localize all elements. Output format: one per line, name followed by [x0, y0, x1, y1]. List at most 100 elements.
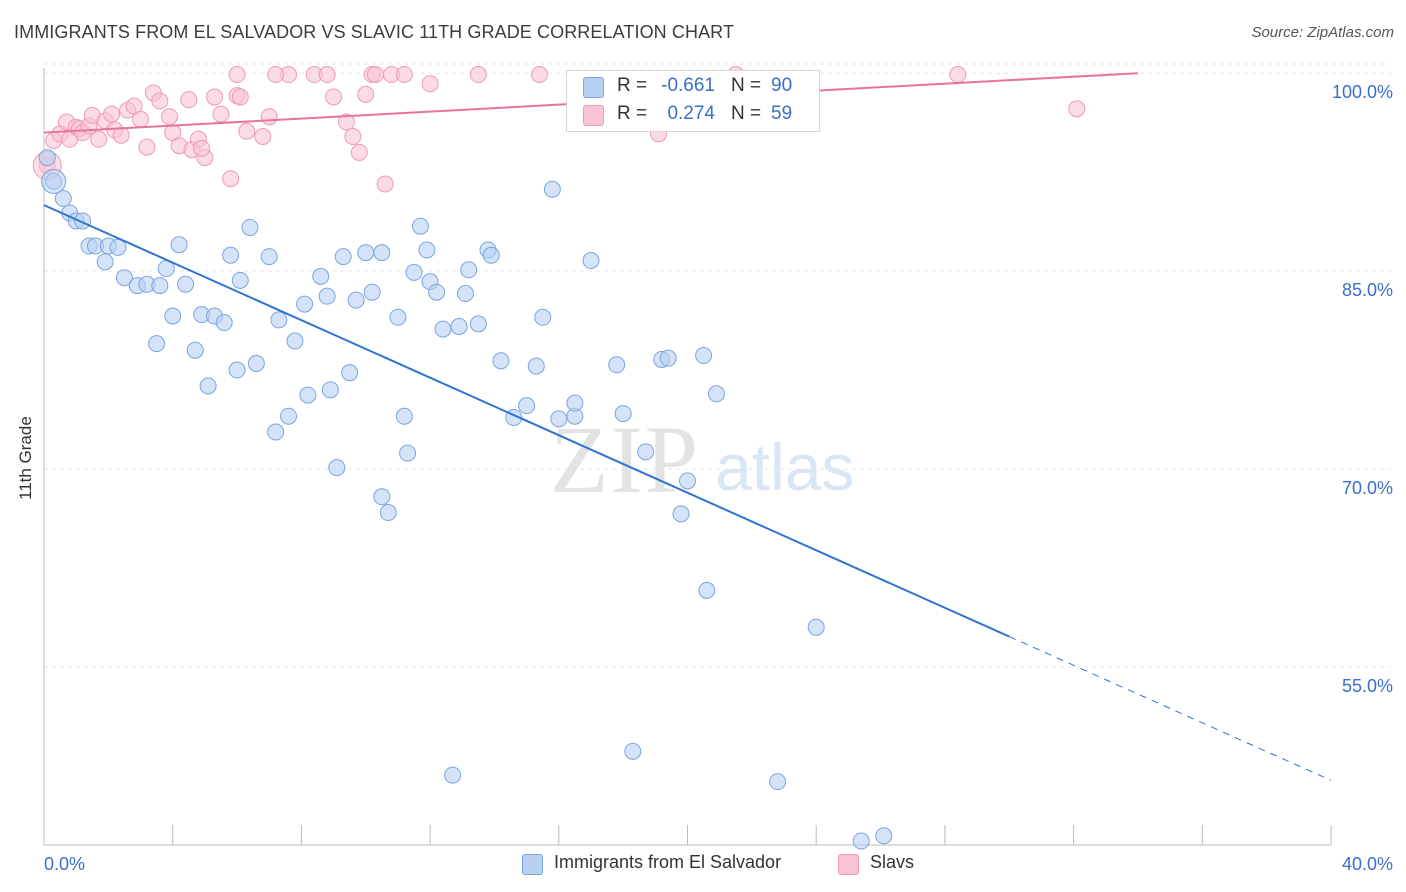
el-salvador-point: [428, 283, 446, 301]
el-salvador-point: [222, 246, 240, 264]
el-salvador-point: [411, 217, 429, 235]
el-salvador-point: [672, 505, 690, 523]
legend-r-label: R =: [617, 103, 648, 124]
el-salvador-point: [434, 320, 452, 338]
y-tick-label: 85.0%: [1342, 280, 1393, 300]
slavs-point: [267, 66, 285, 84]
el-salvador-point: [637, 443, 655, 461]
el-salvador-point: [527, 357, 545, 375]
el-salvador-point: [247, 354, 265, 372]
el-salvador-point: [679, 472, 696, 490]
el-salvador-point: [389, 308, 407, 326]
el-salvador-point: [492, 352, 510, 370]
el-salvador-point: [543, 180, 561, 198]
el-salvador-point: [280, 407, 298, 425]
bottom-legend-swatch-pink: [838, 854, 859, 875]
bottom-legend-label: Slavs: [870, 852, 915, 872]
slavs-point: [366, 66, 384, 84]
el-salvador-point: [318, 287, 336, 305]
el-salvador-point: [395, 407, 413, 425]
el-salvador-point: [482, 246, 500, 264]
slavs-point: [160, 108, 178, 126]
y-tick-labels: 55.0% 70.0% 85.0% 100.0%: [1332, 82, 1393, 696]
slavs-point: [90, 130, 108, 148]
el-salvador-trend-extension: [1009, 636, 1332, 781]
slavs-point: [112, 126, 130, 144]
slavs-point: [260, 108, 278, 126]
el-salvador-point: [231, 271, 249, 289]
el-salvador-point: [341, 364, 359, 382]
el-salvador-point: [151, 277, 169, 295]
el-salvador-point: [875, 827, 893, 845]
x-tick-label: 40.0%: [1342, 854, 1393, 874]
series-el-salvador-points: [38, 149, 893, 850]
zipatlas-watermark: ZIP atlas: [550, 406, 854, 513]
el-salvador-trend-line: [43, 204, 1010, 638]
slavs-point: [151, 92, 169, 110]
el-salvador-point: [405, 263, 423, 281]
slavs-point: [180, 91, 198, 109]
legend-row-el-salvador: R = -0.661 N = 90: [567, 73, 819, 101]
el-salvador-point: [347, 291, 365, 309]
el-salvador-point: [769, 773, 787, 791]
el-salvador-point: [450, 318, 468, 336]
y-tick-label: 100.0%: [1332, 82, 1393, 102]
el-salvador-point: [170, 236, 188, 254]
el-salvador-point: [96, 253, 114, 271]
slavs-point: [421, 75, 439, 93]
legend-r-label: R =: [617, 75, 648, 96]
el-salvador-point: [260, 248, 278, 266]
el-salvador-point: [852, 832, 870, 850]
slavs-point: [376, 175, 394, 193]
el-salvador-point: [614, 405, 632, 423]
el-salvador-point: [115, 269, 133, 287]
el-salvador-point: [270, 311, 288, 329]
slavs-point: [228, 66, 246, 84]
slavs-point: [238, 122, 256, 140]
el-salvador-point-large: [41, 168, 67, 194]
el-salvador-point: [228, 361, 246, 379]
el-salvador-point: [566, 394, 584, 412]
slavs-point: [350, 143, 368, 161]
correlation-legend: R = -0.661 N = 90 R = 0.274 N = 59: [566, 70, 820, 132]
slavs-point: [395, 66, 413, 84]
el-salvador-point: [698, 581, 716, 599]
y-tick-label: 70.0%: [1342, 478, 1393, 498]
el-salvador-point: [608, 356, 626, 374]
slavs-point: [222, 170, 240, 188]
x-tick-label: 0.0%: [44, 854, 85, 874]
bottom-legend-label: Immigrants from El Salvador: [554, 852, 782, 872]
slavs-point: [193, 139, 211, 157]
el-salvador-point: [444, 766, 462, 784]
slavs-point: [357, 85, 375, 103]
slavs-point: [231, 88, 249, 106]
el-salvador-point: [807, 618, 825, 636]
el-salvador-point: [357, 244, 375, 262]
watermark-atlas: atlas: [715, 430, 854, 504]
slavs-point: [1068, 100, 1086, 118]
slavs-point: [254, 128, 272, 146]
el-salvador-point: [334, 248, 352, 266]
slavs-point: [132, 110, 150, 128]
el-salvador-point: [399, 444, 417, 462]
slavs-point: [344, 128, 362, 146]
el-salvador-point: [312, 267, 330, 285]
slavs-point: [325, 88, 343, 106]
el-salvador-point: [659, 349, 677, 367]
el-salvador-point: [199, 377, 217, 395]
el-salvador-point: [460, 261, 478, 279]
el-salvador-point: [296, 295, 314, 313]
el-salvador-point: [286, 332, 304, 350]
slavs-point: [337, 113, 355, 131]
slavs-point: [212, 105, 230, 123]
legend-n-label: N =: [731, 75, 762, 96]
el-salvador-point: [177, 275, 195, 293]
el-salvador-point: [267, 423, 285, 441]
el-salvador-point: [299, 386, 317, 404]
legend-swatch-pink: [583, 105, 604, 126]
el-salvador-point: [54, 190, 72, 208]
el-salvador-point: [186, 341, 204, 359]
el-salvador-point: [241, 219, 259, 237]
el-salvador-point: [456, 285, 474, 303]
